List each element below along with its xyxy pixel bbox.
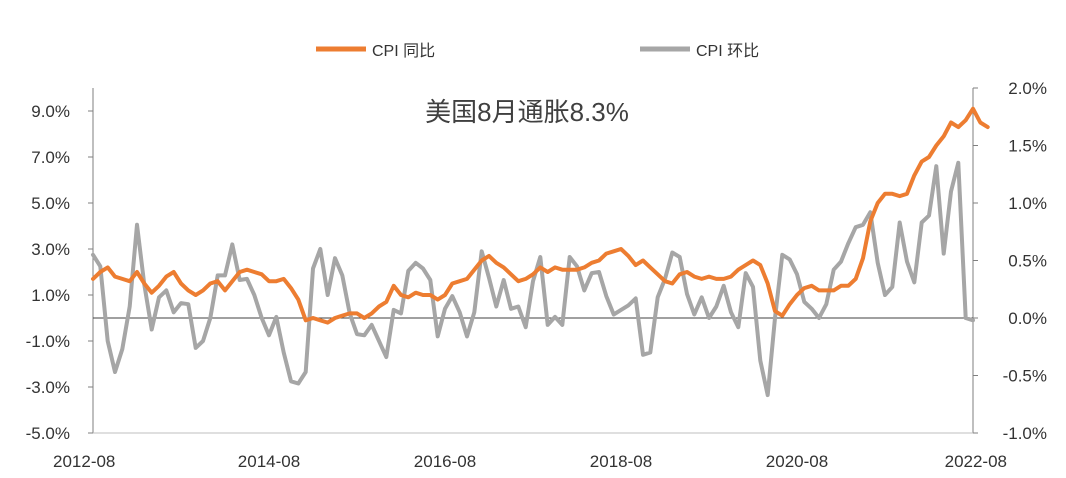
series-line-cpi-mom — [91, 160, 975, 398]
left-tick-label: -3.0% — [26, 378, 70, 397]
axes: 9.0% 7.0% 5.0% 3.0% 1.0% -1.0% -3.0% -5.0% 2.0% 1… — [26, 79, 1047, 471]
right-tick-label: 0.5% — [1008, 252, 1047, 271]
x-tick-label: 2020-08 — [766, 452, 828, 471]
series-group — [91, 106, 990, 398]
legend-label-cpi-mom: CPI 环比 — [696, 42, 759, 60]
left-tick-label: 7.0% — [31, 148, 70, 167]
left-tick-label: 5.0% — [31, 194, 70, 213]
right-tick-label: -0.5% — [1003, 367, 1047, 386]
x-tick-label: 2016-08 — [414, 452, 476, 471]
x-tick-label: 2012-08 — [53, 452, 115, 471]
right-tick-label: 2.0% — [1008, 79, 1047, 98]
left-tick-label: 1.0% — [31, 286, 70, 305]
left-tick-label: 9.0% — [31, 102, 70, 121]
left-tick-label: 3.0% — [31, 240, 70, 259]
right-tick-label: 1.5% — [1008, 137, 1047, 156]
x-tick-label: 2018-08 — [590, 452, 652, 471]
right-tick-label: 0.0% — [1008, 309, 1047, 328]
x-tick-label: 2014-08 — [238, 452, 300, 471]
legend-label-cpi-yoy: CPI 同比 — [372, 42, 435, 60]
x-tick-label: 2022-08 — [945, 452, 1007, 471]
left-tick-label: -1.0% — [26, 332, 70, 351]
series-line-cpi-yoy — [91, 106, 990, 325]
chart-title: 美国8月通胀8.3% — [425, 97, 629, 127]
legend: CPI 同比 CPI 环比 — [316, 42, 759, 60]
right-tick-label: -1.0% — [1003, 424, 1047, 443]
left-tick-label: -5.0% — [26, 424, 70, 443]
right-tick-label: 1.0% — [1008, 194, 1047, 213]
